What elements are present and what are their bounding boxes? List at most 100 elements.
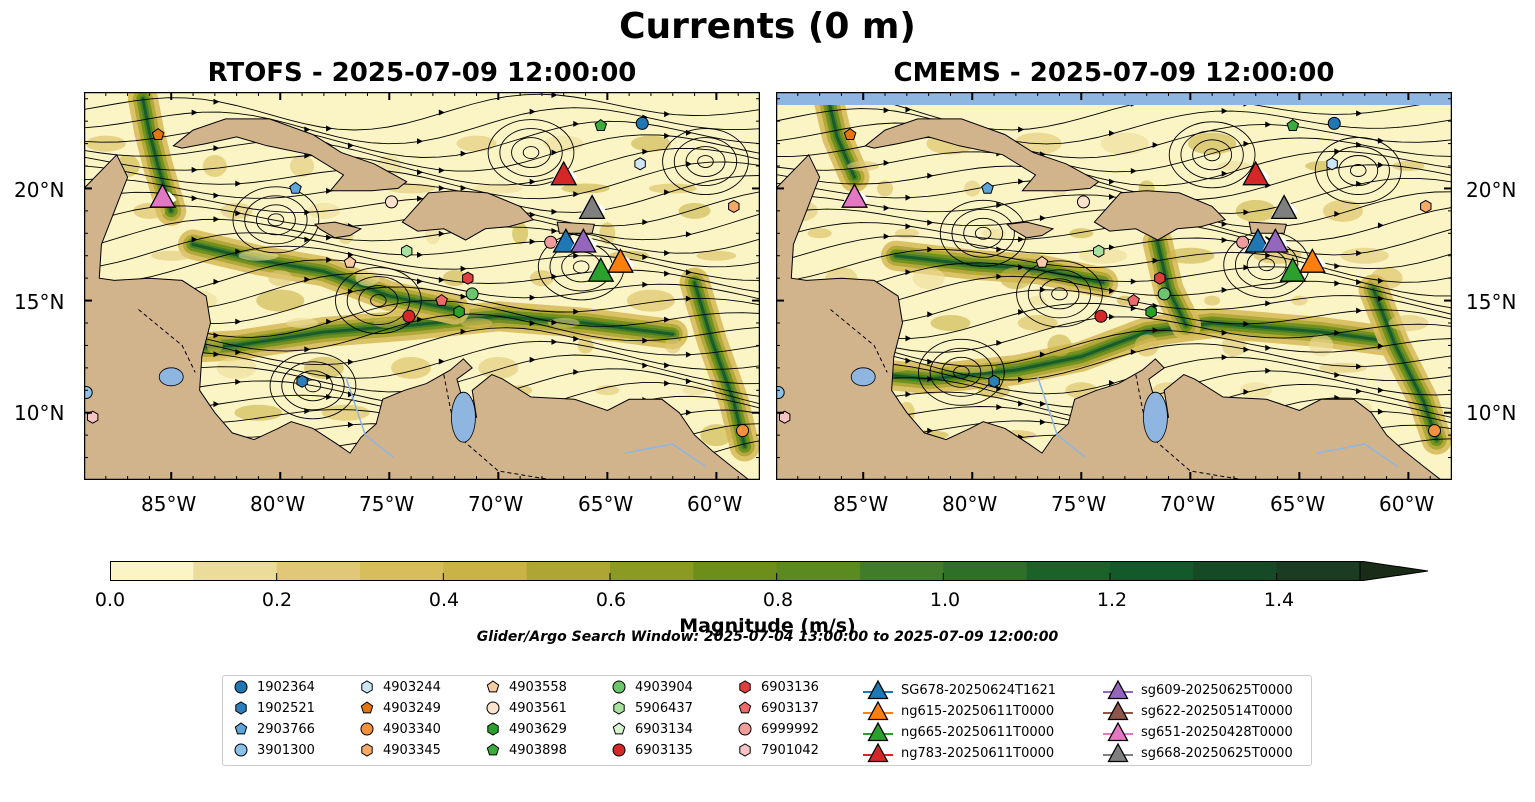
glider-sg668-20250625T0000[interactable]	[578, 194, 606, 220]
colorbar-tick-4: 0.8	[762, 589, 794, 611]
argo-float-6903137[interactable]	[435, 293, 448, 306]
land-central	[84, 92, 750, 480]
legend-item-6903136: 6903136	[737, 679, 819, 695]
argo-float-4903249[interactable]	[843, 127, 857, 140]
argo-float-4903561[interactable]	[384, 195, 398, 209]
gliders	[841, 160, 1327, 282]
triangle-marker-icon	[1103, 679, 1133, 700]
glider-ng783-20250611T0000[interactable]	[550, 160, 578, 186]
legend-label: 6903135	[635, 742, 693, 758]
colorbar-segment	[193, 561, 278, 581]
cmems-map-panel[interactable]	[776, 92, 1452, 480]
argo-float-4903340[interactable]	[736, 424, 750, 438]
circle-marker-icon	[234, 743, 248, 757]
argo-float-4903340[interactable]	[1428, 424, 1442, 438]
legend-item-3901300: 3901300	[233, 742, 315, 758]
lon-label-right-70: 70°W	[1160, 492, 1216, 516]
hexagon-marker-icon	[361, 743, 373, 757]
land-puertorico	[556, 221, 595, 234]
glider-ng783-20250611T0000[interactable]	[1242, 160, 1270, 186]
glider-SG678-20250624T1621[interactable]	[552, 227, 580, 253]
colorbar-segment	[110, 561, 194, 581]
rtofs-map-panel[interactable]	[84, 92, 760, 480]
hexagon-marker-icon	[739, 743, 751, 757]
river	[344, 376, 395, 459]
colorbar-tick-2: 0.4	[428, 589, 460, 611]
legend-item-4903244: 4903244	[359, 679, 441, 695]
circle-marker-icon	[360, 722, 374, 736]
argo-floats	[84, 116, 750, 438]
glider-ng665-20250611T0000[interactable]	[1279, 257, 1307, 282]
legend-label: 4903904	[635, 679, 693, 695]
colorbar-segment	[276, 561, 361, 581]
lon-label-left-65: 65°W	[578, 492, 634, 516]
lon-label-right-85: 85°W	[833, 492, 889, 516]
lon-label-right-80: 80°W	[942, 492, 998, 516]
glider-sg651-20250428T0000[interactable]	[841, 183, 868, 208]
cmems-map	[776, 92, 1452, 480]
argo-float-6903136[interactable]	[1154, 271, 1166, 285]
argo-float-6903135[interactable]	[1094, 309, 1108, 323]
legend-item-ng783-20250611T0000: ng783-20250611T0000	[863, 742, 1054, 764]
pentagon-marker-icon	[234, 722, 248, 735]
argo-float-4903249[interactable]	[151, 127, 165, 140]
argo-float-4903244[interactable]	[634, 157, 646, 171]
argo-float-7901042[interactable]	[779, 410, 791, 424]
argo-float-6903137[interactable]	[1127, 293, 1140, 306]
argo-float-5906437[interactable]	[1093, 244, 1105, 258]
glider-sg609-20250625T0000[interactable]	[569, 227, 597, 253]
search-window-caption: Glider/Argo Search Window: 2025-07-04 13…	[476, 629, 1059, 645]
argo-float-4903898[interactable]	[594, 118, 608, 131]
colorbar-scale	[109, 560, 1429, 582]
colorbar-extend-arrow	[1359, 560, 1429, 582]
argo-float-4903558[interactable]	[343, 255, 357, 268]
argo-float-3901300[interactable]	[84, 386, 93, 400]
argo-float-1902364[interactable]	[635, 116, 649, 130]
glider-ng615-20250611T0000[interactable]	[607, 248, 634, 273]
argo-float-2903766[interactable]	[981, 181, 994, 194]
rtofs-panel-title: RTOFS - 2025-07-09 12:00:00	[207, 58, 637, 88]
lon-label-left-75: 75°W	[359, 492, 415, 516]
legend-label: 4903898	[509, 742, 567, 758]
argo-float-2903766[interactable]	[289, 181, 302, 194]
argo-float-4903904[interactable]	[1157, 287, 1171, 301]
argo-float-4903345[interactable]	[728, 199, 740, 213]
triangle-marker-icon	[1103, 721, 1133, 742]
argo-float-1902521[interactable]	[988, 374, 1000, 388]
argo-float-4903629[interactable]	[1145, 305, 1157, 319]
triangle-marker-icon	[863, 742, 893, 763]
argo-float-1902521[interactable]	[296, 374, 308, 388]
argo-float-1902364[interactable]	[1327, 116, 1341, 130]
legend-label: 4903561	[509, 700, 567, 716]
legend-label: 7901042	[761, 742, 819, 758]
argo-float-6999992[interactable]	[1236, 235, 1250, 249]
argo-float-4903629[interactable]	[453, 305, 465, 319]
argo-float-6903136[interactable]	[462, 271, 474, 285]
pentagon-marker-icon	[360, 701, 374, 714]
land-cuba	[172, 118, 408, 192]
argo-float-4903561[interactable]	[1076, 195, 1090, 209]
legend-label: 6903134	[635, 721, 693, 737]
river	[1316, 443, 1398, 468]
glider-ng615-20250611T0000[interactable]	[1299, 248, 1326, 273]
argo-float-7901042[interactable]	[87, 410, 99, 424]
argo-float-4903558[interactable]	[1035, 255, 1049, 268]
glider-sg668-20250625T0000[interactable]	[1270, 194, 1298, 220]
argo-float-6999992[interactable]	[544, 235, 558, 249]
argo-float-5906437[interactable]	[401, 244, 413, 258]
argo-float-4903345[interactable]	[1420, 199, 1432, 213]
colorbar-segment	[1193, 561, 1278, 581]
argo-float-4903898[interactable]	[1286, 118, 1300, 131]
argo-float-4903904[interactable]	[465, 287, 479, 301]
circle-marker-icon	[486, 701, 500, 715]
argo-float-4903244[interactable]	[1326, 157, 1338, 171]
argo-float-3901300[interactable]	[776, 386, 785, 400]
glider-SG678-20250624T1621[interactable]	[1244, 227, 1272, 253]
glider-sg609-20250625T0000[interactable]	[1261, 227, 1289, 253]
glider-ng665-20250611T0000[interactable]	[587, 257, 615, 282]
argo-float-6903135[interactable]	[402, 309, 416, 323]
land-hispaniola	[401, 190, 535, 241]
legend-item-4903629: 4903629	[485, 721, 567, 737]
glider-sg651-20250428T0000[interactable]	[149, 183, 176, 208]
legend-item-4903561: 4903561	[485, 700, 567, 716]
